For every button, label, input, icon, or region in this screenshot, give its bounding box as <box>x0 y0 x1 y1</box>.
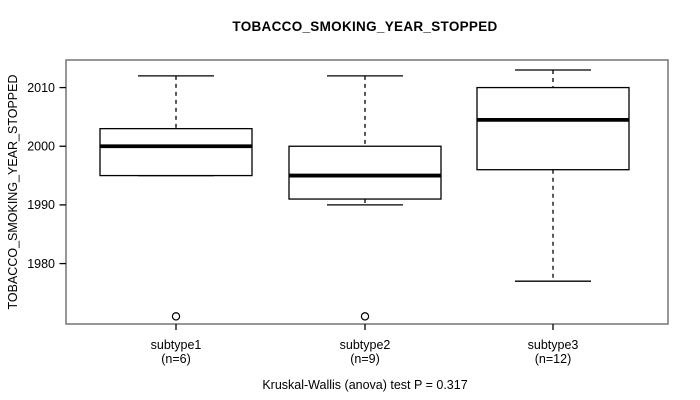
x-category-label: subtype3 <box>528 338 579 352</box>
y-tick-label: 2010 <box>27 81 55 95</box>
x-category-sublabel: (n=9) <box>350 352 380 366</box>
plot-frame <box>65 59 669 325</box>
iqr-box <box>99 127 253 177</box>
chart-title: TOBACCO_SMOKING_YEAR_STOPPED <box>232 19 497 34</box>
x-category-label: subtype2 <box>340 338 391 352</box>
y-axis-label: TOBACCO_SMOKING_YEAR_STOPPED <box>6 74 20 309</box>
outlier-point <box>360 312 370 321</box>
y-tick-label: 1990 <box>27 198 55 212</box>
y-tick-label: 1980 <box>27 257 55 271</box>
stats-caption: Kruskal-Wallis (anova) test P = 0.317 <box>262 378 467 392</box>
x-category-sublabel: (n=6) <box>161 352 191 366</box>
iqr-box <box>476 86 630 171</box>
y-tick-label: 2000 <box>27 140 55 154</box>
x-category-label: subtype1 <box>151 338 202 352</box>
outlier-point <box>171 312 181 321</box>
x-category-sublabel: (n=12) <box>535 352 571 366</box>
boxplot-marks: 1980199020002010subtype1(n=6)subtype2(n=… <box>27 69 630 366</box>
iqr-box <box>288 145 442 200</box>
